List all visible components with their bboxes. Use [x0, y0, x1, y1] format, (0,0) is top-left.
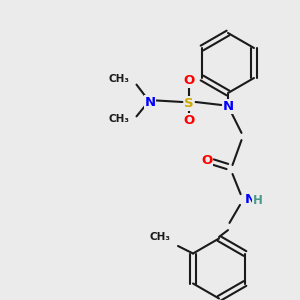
Text: O: O — [183, 113, 195, 127]
Text: O: O — [201, 154, 213, 167]
Text: CH₃: CH₃ — [109, 113, 130, 124]
Text: CH₃: CH₃ — [109, 74, 130, 85]
Text: N: N — [222, 100, 234, 113]
Text: CH₃: CH₃ — [149, 232, 170, 242]
Text: O: O — [183, 74, 195, 88]
Text: S: S — [184, 97, 194, 110]
Text: H: H — [253, 194, 262, 208]
Text: N: N — [244, 193, 256, 206]
Text: N: N — [144, 95, 156, 109]
